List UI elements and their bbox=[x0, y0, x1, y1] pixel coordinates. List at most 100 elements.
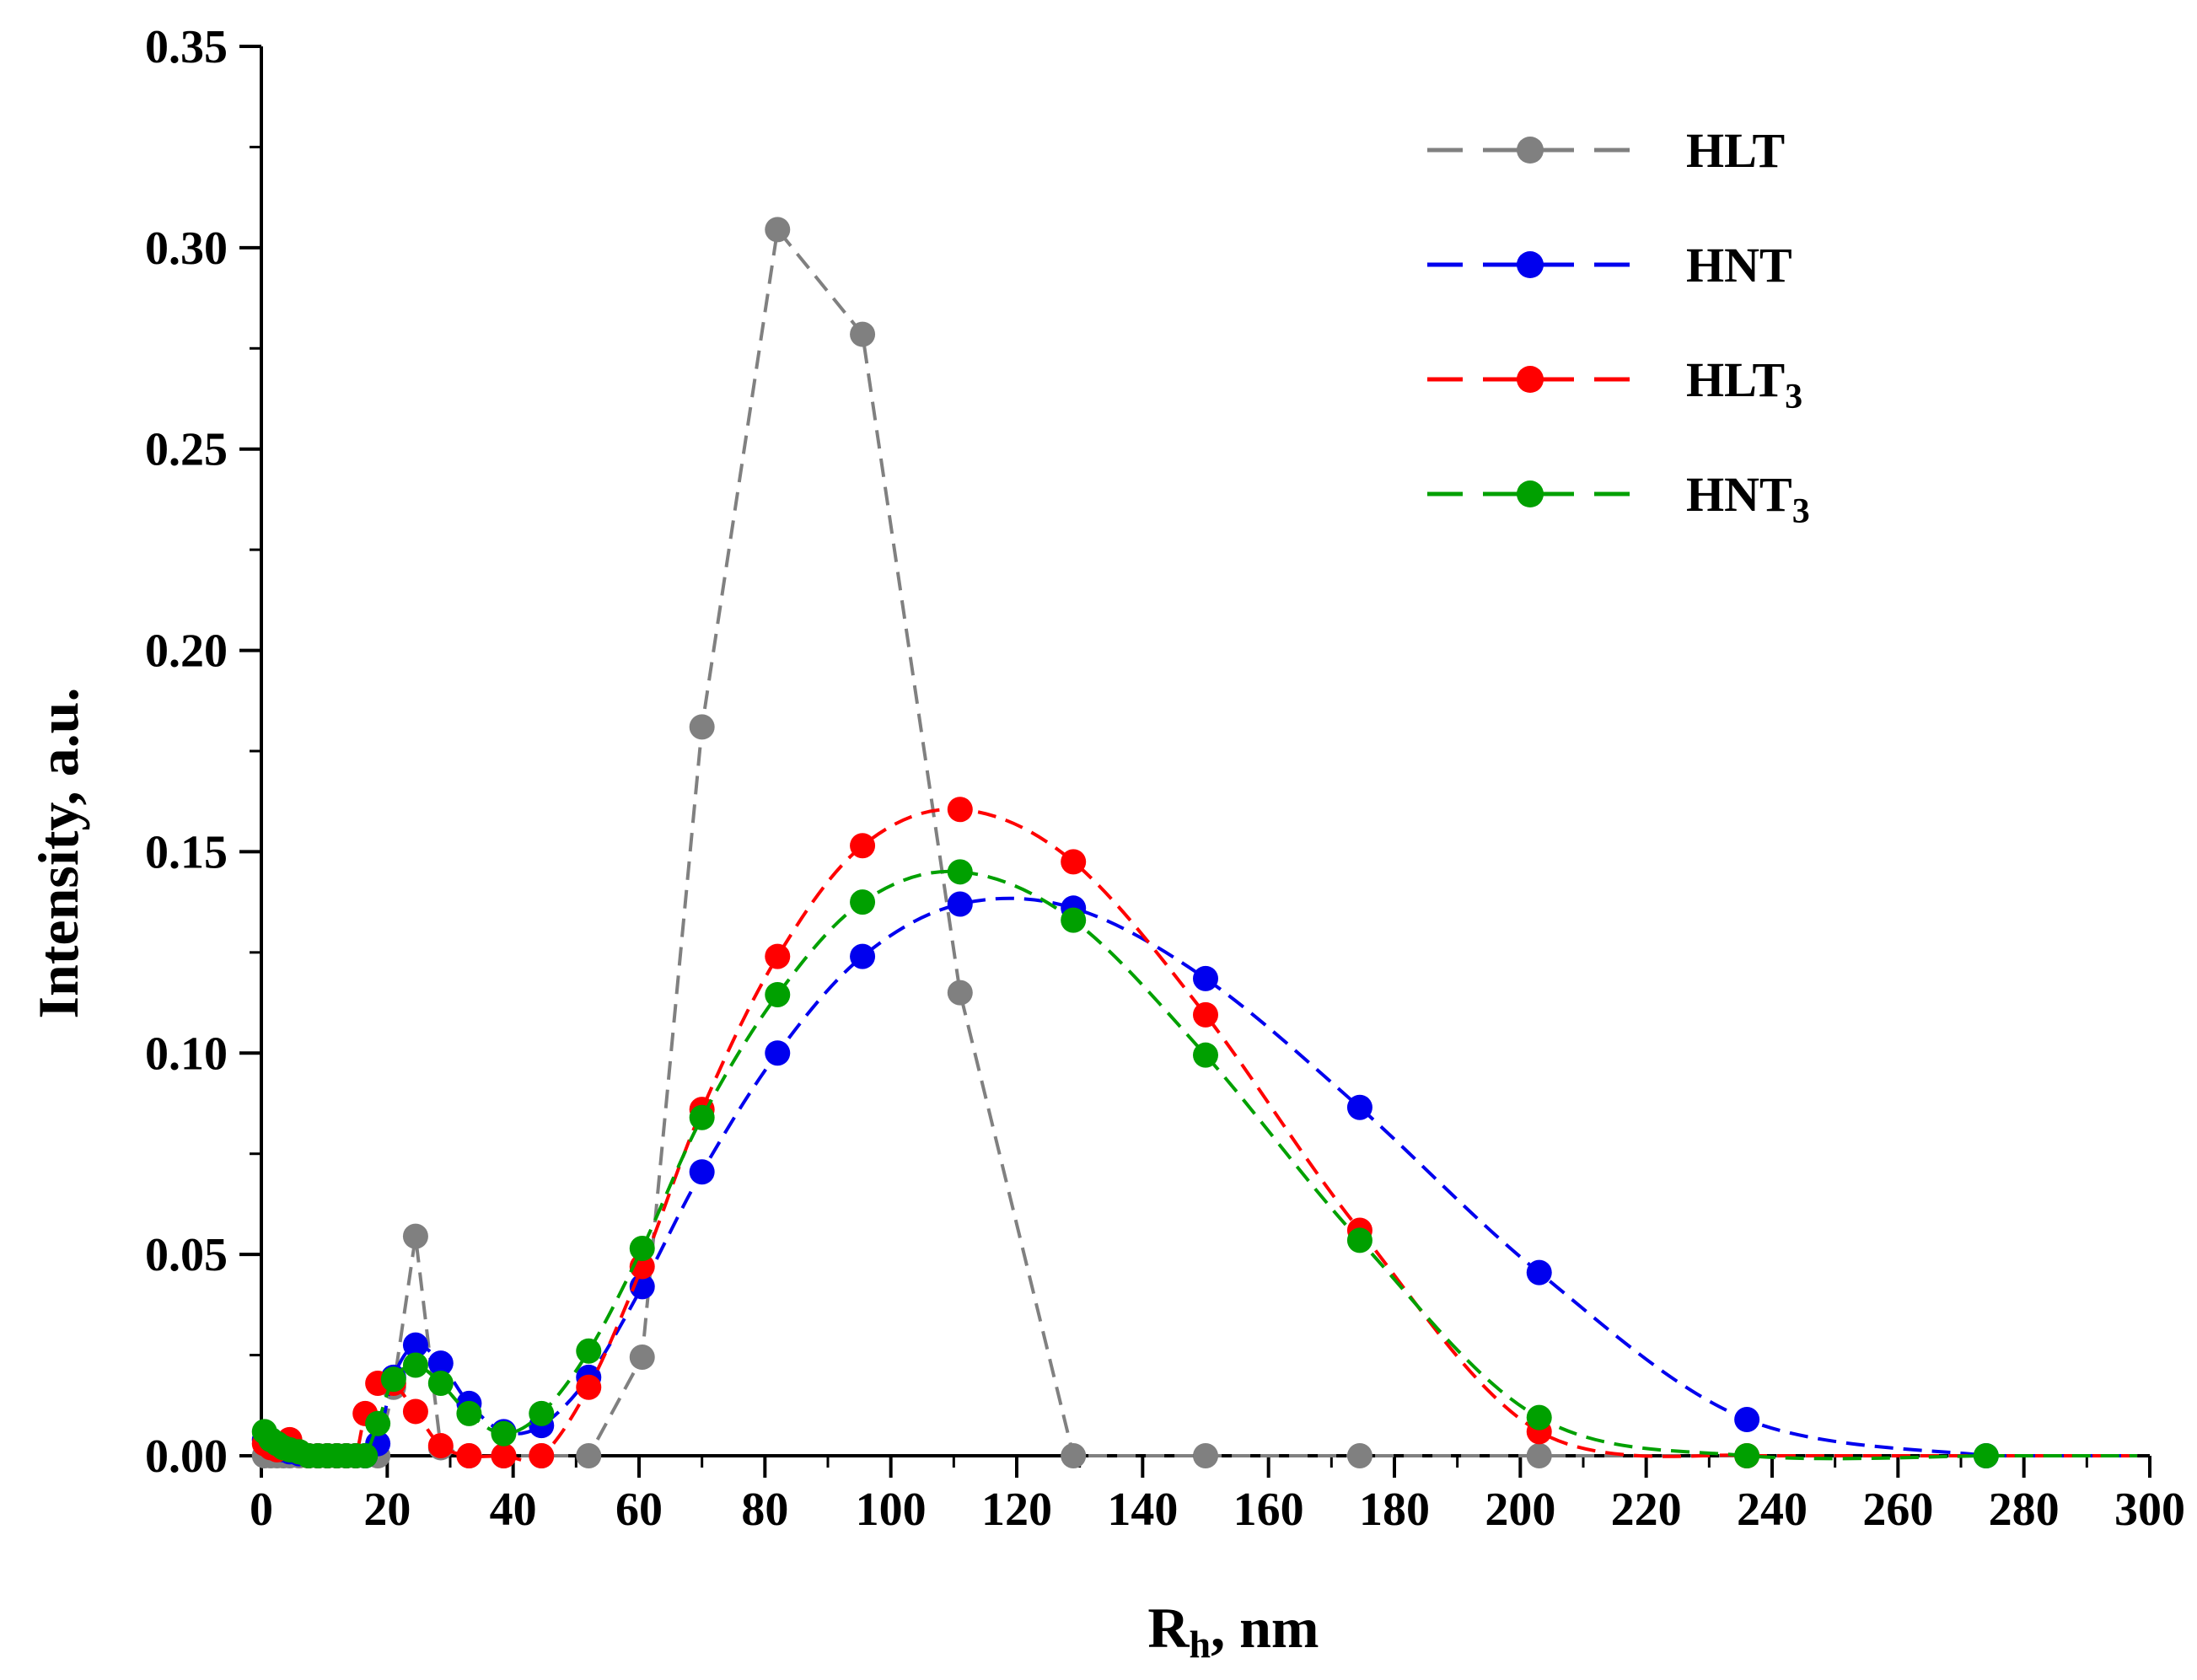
legend-label-main: HLT bbox=[1686, 352, 1785, 407]
y-tick-label: 0.10 bbox=[145, 1028, 228, 1080]
data-point bbox=[402, 1332, 428, 1358]
data-point bbox=[1526, 1404, 1552, 1430]
data-point bbox=[765, 982, 791, 1008]
data-point bbox=[689, 714, 715, 740]
x-axis-title: Rh, nm bbox=[1147, 1596, 1319, 1666]
y-tick-label: 0.15 bbox=[145, 826, 228, 878]
legend-label: HNT3 bbox=[1686, 467, 1810, 531]
data-point bbox=[1193, 1042, 1218, 1068]
data-point bbox=[1734, 1443, 1760, 1468]
legend-marker bbox=[1517, 137, 1544, 164]
data-point bbox=[402, 1398, 428, 1425]
data-point bbox=[765, 943, 791, 969]
legend-marker bbox=[1517, 251, 1544, 278]
x-tick-label: 280 bbox=[1989, 1484, 2060, 1536]
data-point bbox=[1061, 907, 1087, 933]
data-point bbox=[850, 321, 876, 347]
legend-label-main: HNT bbox=[1686, 467, 1792, 522]
data-point bbox=[576, 1374, 602, 1400]
data-point bbox=[1346, 1443, 1372, 1468]
x-tick-label: 220 bbox=[1611, 1484, 1682, 1536]
data-point bbox=[380, 1366, 406, 1393]
data-point bbox=[947, 797, 973, 823]
data-point bbox=[947, 891, 973, 917]
data-point bbox=[850, 833, 876, 859]
x-axis-title-main: R bbox=[1147, 1596, 1190, 1660]
data-point bbox=[456, 1443, 482, 1468]
data-point bbox=[765, 217, 791, 243]
x-tick-label: 260 bbox=[1862, 1484, 1933, 1536]
y-tick-label: 0.30 bbox=[145, 223, 228, 275]
data-point bbox=[850, 889, 876, 915]
x-tick-label: 40 bbox=[490, 1484, 537, 1536]
data-point bbox=[456, 1400, 482, 1426]
series-line-hlt3 bbox=[263, 807, 2138, 1463]
data-point bbox=[1193, 1443, 1218, 1468]
y-tick-label: 0.00 bbox=[145, 1430, 228, 1483]
data-point bbox=[1526, 1259, 1552, 1285]
series-hnt bbox=[251, 891, 2138, 1468]
data-point bbox=[1973, 1443, 1999, 1468]
x-tick-label: 0 bbox=[250, 1484, 273, 1536]
data-point bbox=[629, 1235, 655, 1261]
y-tick-label: 0.05 bbox=[145, 1229, 228, 1281]
data-point bbox=[427, 1371, 454, 1397]
data-point bbox=[629, 1344, 655, 1370]
x-tick-label: 20 bbox=[363, 1484, 411, 1536]
data-point bbox=[947, 980, 973, 1006]
legend-item-hlt: HLT bbox=[1427, 123, 1785, 178]
data-point bbox=[850, 943, 876, 969]
axes: 0 20 40 60 80 100 120 140 160 180 200 220 240 260 280 3… bbox=[145, 21, 2185, 1536]
x-tick-label: 160 bbox=[1233, 1484, 1304, 1536]
x-tick-label: 100 bbox=[856, 1484, 927, 1536]
legend-label-main: HLT bbox=[1686, 123, 1785, 178]
data-point bbox=[1346, 1094, 1372, 1120]
legend-item-hlt3: HLT3 bbox=[1427, 352, 1802, 416]
data-point bbox=[427, 1350, 454, 1377]
legend-item-hnt3: HNT3 bbox=[1427, 467, 1810, 531]
data-point bbox=[529, 1400, 555, 1426]
y-axis-title: Intensity, a.u. bbox=[26, 688, 90, 1019]
data-point bbox=[1346, 1227, 1372, 1253]
legend-label-sub: 3 bbox=[1792, 492, 1810, 531]
data-point bbox=[365, 1410, 391, 1436]
data-point bbox=[491, 1420, 517, 1447]
x-tick-label: 140 bbox=[1107, 1484, 1178, 1536]
x-tick-label: 180 bbox=[1359, 1484, 1430, 1536]
data-point bbox=[491, 1443, 517, 1468]
data-point bbox=[689, 1159, 715, 1185]
data-point bbox=[576, 1443, 602, 1468]
x-axis-title-sub: h bbox=[1190, 1623, 1211, 1666]
data-point bbox=[947, 859, 973, 885]
data-point bbox=[1193, 965, 1218, 991]
legend-label-sub: 3 bbox=[1785, 378, 1802, 416]
data-point bbox=[427, 1433, 454, 1459]
data-point bbox=[529, 1443, 555, 1468]
y-tick-label: 0.25 bbox=[145, 424, 228, 476]
data-point bbox=[576, 1338, 602, 1364]
x-axis-title-rest: , nm bbox=[1211, 1596, 1319, 1660]
x-tick-label: 300 bbox=[2114, 1484, 2185, 1536]
x-tick-label: 200 bbox=[1485, 1484, 1555, 1536]
series-hnt3 bbox=[251, 859, 2138, 1468]
data-point bbox=[1061, 849, 1087, 875]
data-point bbox=[402, 1352, 428, 1378]
x-tick-label: 60 bbox=[615, 1484, 663, 1536]
y-tick-label: 0.35 bbox=[145, 21, 228, 73]
x-tick-label: 240 bbox=[1737, 1484, 1808, 1536]
data-point bbox=[1061, 1443, 1087, 1468]
series-hlt bbox=[251, 217, 2138, 1468]
legend-label-main: HNT bbox=[1686, 238, 1792, 293]
data-point bbox=[765, 1040, 791, 1066]
legend-marker bbox=[1517, 366, 1544, 393]
legend-label: HLT3 bbox=[1686, 352, 1802, 416]
series-line-hlt bbox=[264, 225, 2138, 1457]
legend-label: HNT bbox=[1686, 238, 1792, 293]
data-point bbox=[689, 1104, 715, 1130]
data-point bbox=[352, 1443, 379, 1468]
data-point bbox=[1734, 1407, 1760, 1433]
legend-label: HLT bbox=[1686, 123, 1785, 178]
series-line-hnt3 bbox=[263, 869, 2138, 1461]
